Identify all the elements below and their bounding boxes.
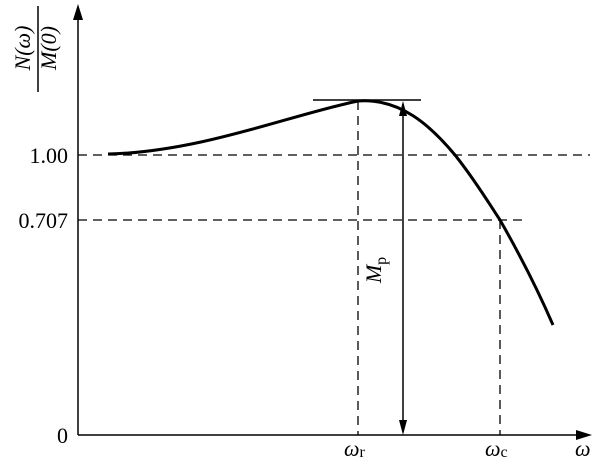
y-tick-label: 0.707 — [19, 208, 69, 233]
x-axis-label: ω — [575, 436, 591, 459]
y-tick-label: 1.00 — [30, 143, 69, 168]
x-arrow — [576, 430, 592, 440]
y-label-num: N(ω) — [10, 26, 35, 72]
mp-sub: p — [373, 257, 390, 265]
x-mark-sub: c — [501, 444, 508, 459]
x-mark-label: ωr — [344, 436, 366, 459]
y-arrow — [73, 4, 83, 20]
y-label-den: M(0) — [36, 26, 61, 71]
x-mark-symbol: ω — [485, 436, 501, 459]
x-mark-sub: r — [360, 444, 366, 459]
y-tick-label: 0 — [57, 423, 68, 448]
x-mark-label: ωc — [485, 436, 508, 459]
response-curve — [107, 99, 555, 326]
x-mark-symbol: ω — [344, 436, 360, 459]
mp-symbol: M — [361, 263, 386, 284]
mp-label: Mp — [361, 257, 390, 284]
